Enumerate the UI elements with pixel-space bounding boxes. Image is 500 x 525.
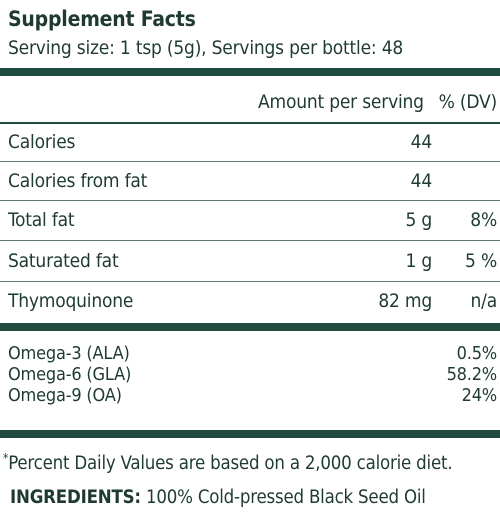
nutrient-amount: 44 <box>410 131 433 153</box>
nutrient-dv: 8% <box>470 209 497 231</box>
nutrient-dv: 5 % <box>465 250 497 272</box>
dv-header: % (DV) <box>438 91 498 113</box>
panel-title: Supplement Facts <box>8 7 196 31</box>
nutrient-amount: 44 <box>410 170 433 192</box>
omega-value: 24% <box>461 385 498 406</box>
nutrient-name: Total fat <box>8 209 75 231</box>
omega-value: 0.5% <box>456 343 498 364</box>
omega-name: Omega-3 (ALA) <box>8 343 130 364</box>
nutrient-amount: 1 g <box>405 250 432 272</box>
omega-name: Omega-6 (GLA) <box>8 364 132 385</box>
nutrient-amount: 5 g <box>405 209 432 231</box>
row-divider <box>0 161 500 162</box>
nutrient-name: Saturated fat <box>8 250 119 272</box>
ingredients-value: 100% Cold-pressed Black Seed Oil <box>145 487 426 508</box>
amount-header: Amount per serving <box>258 91 424 113</box>
row-divider <box>0 240 500 241</box>
ingredients-label: INGREDIENTS: <box>10 487 141 508</box>
header-rule <box>0 122 500 124</box>
footnote-text: Percent Daily Values are based on a 2,00… <box>8 453 453 474</box>
top-thick-rule <box>0 68 500 76</box>
ingredients-line: INGREDIENTS: 100% Cold-pressed Black See… <box>10 486 426 510</box>
bottom-thick-rule <box>0 430 500 438</box>
nutrient-name: Calories <box>8 131 76 153</box>
serving-info: Serving size: 1 tsp (5g), Servings per b… <box>8 37 404 59</box>
section-thick-rule <box>0 323 500 331</box>
omega-name: Omega-9 (OA) <box>8 385 122 406</box>
row-divider <box>0 281 500 282</box>
row-divider <box>0 200 500 201</box>
footnote-asterisk: * <box>3 451 9 465</box>
nutrient-dv: n/a <box>470 290 498 312</box>
nutrient-amount: 82 mg <box>378 290 432 312</box>
daily-value-footnote: *Percent Daily Values are based on a 2,0… <box>3 451 453 476</box>
nutrient-name: Thymoquinone <box>8 290 134 312</box>
nutrient-name: Calories from fat <box>8 170 148 192</box>
omega-value: 58.2% <box>446 364 498 385</box>
